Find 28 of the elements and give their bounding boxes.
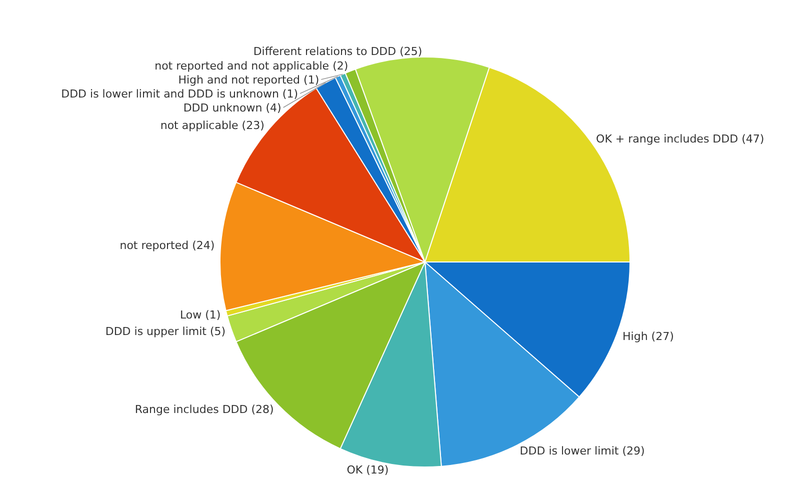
slice-label: High and not reported [178, 73, 300, 86]
data-label: (28) [248, 403, 274, 416]
slice-label: DDD is lower limit and DDD is unknown [61, 87, 279, 100]
data-label: (1) [278, 87, 298, 100]
slice-label: OK + range includes DDD [596, 132, 738, 146]
data-label: (1) [300, 73, 320, 86]
slice-label: not applicable [160, 119, 239, 132]
data-label: (4) [262, 101, 282, 114]
data-label: (19) [362, 464, 389, 477]
slice-label: Range includes DDD [134, 403, 248, 416]
data-label: (47) [738, 132, 764, 146]
slice-label: DDD is lower limit [520, 444, 620, 458]
slice-label: DDD unknown [183, 101, 262, 114]
data-label: (29) [618, 444, 645, 458]
slice-label: OK [346, 464, 364, 477]
data-label: (5) [206, 324, 226, 338]
slice-label: High [622, 330, 648, 344]
data-label: (24) [188, 239, 215, 252]
data-label: (23) [238, 119, 264, 132]
data-label: (1) [202, 308, 221, 322]
slice-label: DDD is upper limit [105, 324, 208, 338]
slice-label: Different relations to DDD [253, 44, 396, 58]
slice-label: not reported [120, 239, 189, 252]
data-label: (27) [648, 330, 674, 344]
data-label: (2) [329, 59, 348, 72]
slice-label: Low [180, 308, 202, 322]
slice-label: not reported and not applicable [154, 59, 330, 72]
data-label: (25) [396, 44, 422, 58]
